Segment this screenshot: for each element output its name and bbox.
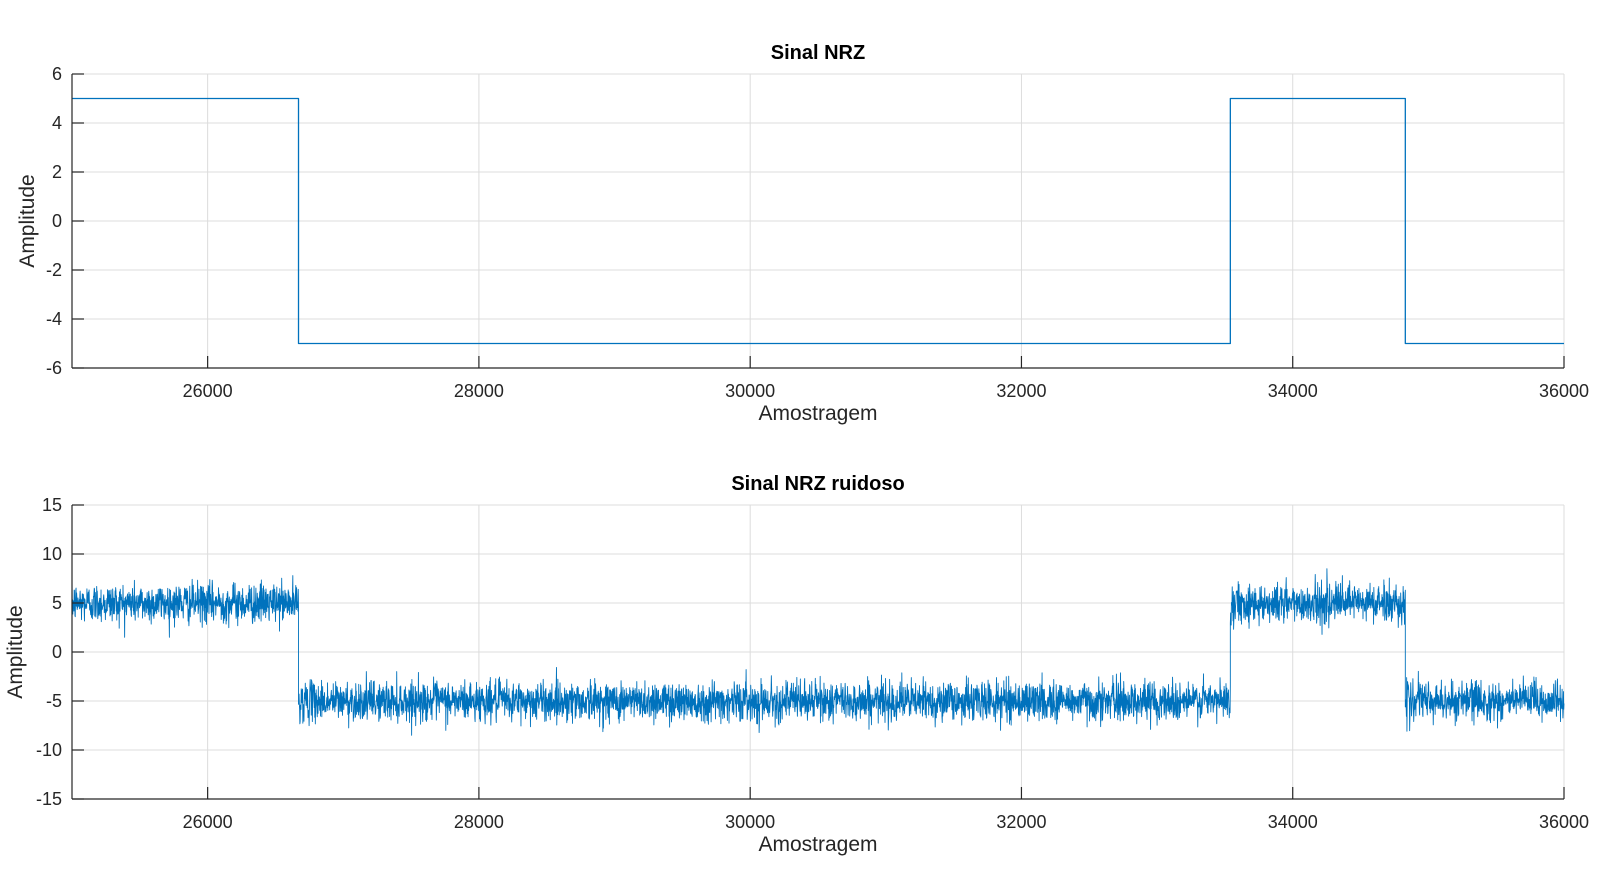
nrz-y-tick-label-5: 4 [52,113,62,133]
nrz-y-tick-label-6: 6 [52,64,62,84]
nrz-noisy-y-tick-label-1: -10 [36,740,62,760]
nrz-x-tick-label-4: 34000 [1268,381,1318,401]
nrz-noisy-y-tick-label-0: -15 [36,789,62,809]
nrz-y-tick-label-2: -2 [46,260,62,280]
nrz-noisy-x-tick-label-3: 32000 [996,812,1046,832]
nrz-noisy-y-axis-label: Amplitude [4,605,27,698]
nrz-series-line [72,97,1564,345]
nrz-noisy-x-tick-label-2: 30000 [725,812,775,832]
nrz-x-tick-label-1: 28000 [454,381,504,401]
nrz-x-axis-label: Amostragem [758,402,877,425]
nrz-noisy-x-axis-label: Amostragem [758,833,877,856]
nrz-y-tick-label-3: 0 [52,211,62,231]
nrz-noisy-x-tick-label-0: 26000 [183,812,233,832]
nrz-noisy-title: Sinal NRZ ruidoso [731,473,904,495]
nrz-noisy-y-tick-label-5: 10 [42,544,62,564]
nrz-noisy-y-tick-label-6: 15 [42,495,62,515]
plot-nrz-noisy: 26000 28000 30000 32000 34000 36000 -15 -10 -5 0 5… [4,473,1589,856]
nrz-noisy-series-line [71,568,1565,736]
plot-nrz: 26000 28000 30000 32000 34000 36000 -6 -4 -2 0 2 4 6… [16,42,1589,425]
nrz-noisy-x-tick-label-5: 36000 [1539,812,1589,832]
nrz-title: Sinal NRZ [771,42,865,64]
nrz-noisy-y-tick-label-2: -5 [46,691,62,711]
nrz-x-tick-label-5: 36000 [1539,381,1589,401]
nrz-y-tick-label-1: -4 [46,309,62,329]
nrz-noisy-x-tick-label-4: 34000 [1268,812,1318,832]
nrz-x-tick-label-2: 30000 [725,381,775,401]
nrz-x-tick-label-0: 26000 [183,381,233,401]
nrz-y-axis-label: Amplitude [16,174,39,267]
nrz-x-tick-label-3: 32000 [996,381,1046,401]
nrz-noisy-y-tick-label-4: 5 [52,593,62,613]
nrz-noisy-x-tick-label-1: 28000 [454,812,504,832]
nrz-noisy-y-tick-label-3: 0 [52,642,62,662]
nrz-y-tick-label-4: 2 [52,162,62,182]
nrz-y-tick-label-0: -6 [46,358,62,378]
